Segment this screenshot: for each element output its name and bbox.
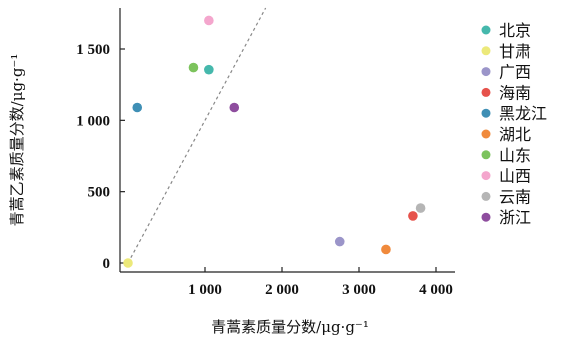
- legend-swatch: [481, 46, 491, 56]
- legend-label: 湖北: [499, 125, 531, 144]
- x-tick-label: 4 000: [419, 282, 453, 298]
- y-tick-label: 1 500: [76, 42, 110, 58]
- y-tick-label: 0: [103, 256, 111, 272]
- data-point: [381, 244, 391, 255]
- y-tick-label: 1 000: [76, 113, 110, 129]
- legend-label: 海南: [499, 83, 531, 102]
- legend-swatch: [481, 108, 491, 118]
- legend-label: 云南: [499, 187, 531, 206]
- x-tick-label: 2 000: [265, 282, 299, 298]
- legend-swatch: [481, 67, 491, 77]
- axes: [119, 8, 455, 273]
- x-ticks: 1 000 2 000 3 000 4 000: [188, 267, 453, 298]
- legend-label: 山西: [499, 167, 531, 186]
- legend-swatch: [481, 25, 491, 35]
- legend-swatch: [481, 87, 491, 97]
- reference-line-y-equals-x: [127, 7, 267, 264]
- data-point: [123, 258, 133, 268]
- legend-swatch: [481, 191, 491, 201]
- y-tick-label: 500: [88, 185, 111, 201]
- legend-label: 山东: [499, 146, 531, 165]
- legend-label: 广西: [499, 63, 531, 82]
- legend-label: 甘肃: [499, 42, 531, 61]
- data-point: [204, 15, 214, 26]
- data-point: [334, 236, 345, 247]
- legend-label: 浙江: [499, 208, 531, 227]
- data-point: [229, 102, 240, 113]
- legend-swatch: [481, 212, 491, 222]
- data-point: [408, 211, 418, 221]
- data-point: [188, 62, 199, 73]
- x-tick-label: 1 000: [188, 282, 222, 298]
- data-point: [132, 102, 143, 113]
- legend-swatch: [481, 129, 491, 139]
- data-points: [123, 15, 426, 268]
- legend-label: 北京: [499, 21, 531, 40]
- x-axis-title: 青蒿素质量分数/μg·g⁻¹: [211, 318, 369, 336]
- data-point: [415, 203, 426, 213]
- legend-swatch: [481, 171, 491, 181]
- data-point: [204, 64, 214, 75]
- x-tick-label: 3 000: [342, 282, 376, 298]
- y-ticks: 0 500 1 000 1 500: [76, 42, 125, 272]
- y-axis-title: 青蒿乙素质量分数/μg·g⁻¹: [8, 54, 26, 227]
- legend-swatch: [481, 150, 491, 160]
- legend-label: 黑龙江: [499, 104, 547, 123]
